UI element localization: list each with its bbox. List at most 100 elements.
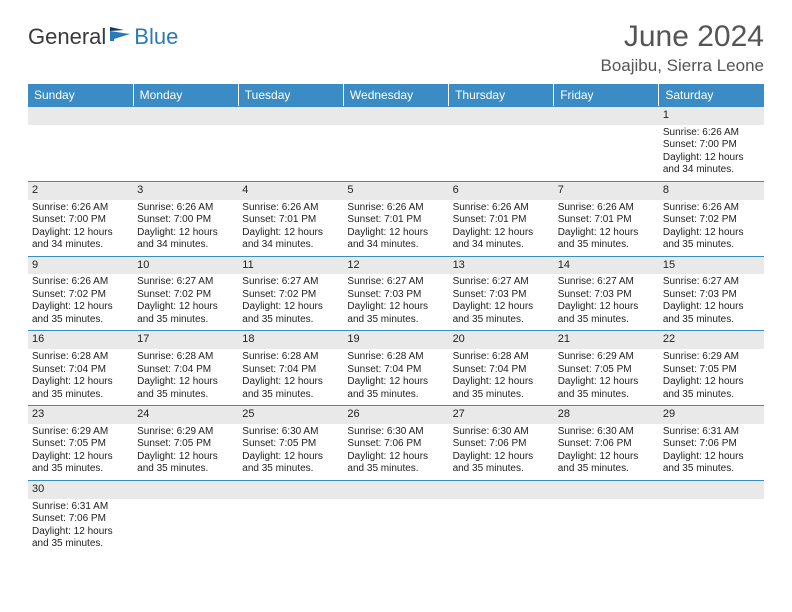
- day-cell: [343, 480, 448, 555]
- day-line: Daylight: 12 hours: [558, 227, 655, 240]
- day-body: Sunrise: 6:29 AMSunset: 7:05 PMDaylight:…: [554, 349, 659, 405]
- day-number: 25: [238, 405, 343, 424]
- day-line: Daylight: 12 hours: [242, 451, 339, 464]
- day-line: Daylight: 12 hours: [453, 227, 550, 240]
- day-cell: [659, 480, 764, 555]
- day-number: 5: [343, 181, 448, 200]
- day-number: 8: [659, 181, 764, 200]
- day-number: [133, 480, 238, 499]
- day-number: 28: [554, 405, 659, 424]
- day-line: Daylight: 12 hours: [137, 301, 234, 314]
- day-cell: [449, 480, 554, 555]
- day-body: [28, 125, 133, 131]
- day-cell: 7Sunrise: 6:26 AMSunset: 7:01 PMDaylight…: [554, 181, 659, 256]
- day-line: Sunrise: 6:28 AM: [32, 351, 129, 364]
- day-cell: 14Sunrise: 6:27 AMSunset: 7:03 PMDayligh…: [554, 256, 659, 331]
- day-line: and 35 minutes.: [663, 239, 760, 252]
- day-number: [449, 480, 554, 499]
- day-line: and 34 minutes.: [347, 239, 444, 252]
- day-cell: [133, 106, 238, 181]
- day-line: Daylight: 12 hours: [242, 376, 339, 389]
- day-number: 23: [28, 405, 133, 424]
- day-cell: 22Sunrise: 6:29 AMSunset: 7:05 PMDayligh…: [659, 330, 764, 405]
- day-cell: 17Sunrise: 6:28 AMSunset: 7:04 PMDayligh…: [133, 330, 238, 405]
- day-body: Sunrise: 6:29 AMSunset: 7:05 PMDaylight:…: [659, 349, 764, 405]
- weekday-header: Saturday: [659, 84, 764, 106]
- day-cell: 9Sunrise: 6:26 AMSunset: 7:02 PMDaylight…: [28, 256, 133, 331]
- day-body: [449, 125, 554, 131]
- day-line: Sunset: 7:06 PM: [453, 438, 550, 451]
- day-body: Sunrise: 6:28 AMSunset: 7:04 PMDaylight:…: [449, 349, 554, 405]
- day-body: Sunrise: 6:26 AMSunset: 7:01 PMDaylight:…: [449, 200, 554, 256]
- day-body: Sunrise: 6:28 AMSunset: 7:04 PMDaylight:…: [343, 349, 448, 405]
- day-body: Sunrise: 6:26 AMSunset: 7:01 PMDaylight:…: [343, 200, 448, 256]
- day-line: Sunrise: 6:31 AM: [663, 426, 760, 439]
- day-line: Sunrise: 6:27 AM: [242, 276, 339, 289]
- day-line: Sunrise: 6:26 AM: [137, 202, 234, 215]
- day-body: [449, 499, 554, 505]
- day-body: Sunrise: 6:26 AMSunset: 7:01 PMDaylight:…: [238, 200, 343, 256]
- day-cell: 3Sunrise: 6:26 AMSunset: 7:00 PMDaylight…: [133, 181, 238, 256]
- calendar-row: 16Sunrise: 6:28 AMSunset: 7:04 PMDayligh…: [28, 330, 764, 405]
- title-block: June 2024 Boajibu, Sierra Leone: [600, 20, 764, 76]
- day-body: Sunrise: 6:26 AMSunset: 7:00 PMDaylight:…: [28, 200, 133, 256]
- day-body: Sunrise: 6:26 AMSunset: 7:00 PMDaylight:…: [659, 125, 764, 181]
- day-body: Sunrise: 6:27 AMSunset: 7:02 PMDaylight:…: [238, 274, 343, 330]
- day-line: Sunset: 7:05 PM: [137, 438, 234, 451]
- day-line: Sunset: 7:00 PM: [32, 214, 129, 227]
- day-number: 16: [28, 330, 133, 349]
- day-cell: 18Sunrise: 6:28 AMSunset: 7:04 PMDayligh…: [238, 330, 343, 405]
- day-line: Daylight: 12 hours: [453, 451, 550, 464]
- day-body: Sunrise: 6:31 AMSunset: 7:06 PMDaylight:…: [28, 499, 133, 555]
- day-cell: 4Sunrise: 6:26 AMSunset: 7:01 PMDaylight…: [238, 181, 343, 256]
- day-number: 26: [343, 405, 448, 424]
- day-line: Sunrise: 6:27 AM: [137, 276, 234, 289]
- day-number: 3: [133, 181, 238, 200]
- day-number: 11: [238, 256, 343, 275]
- day-body: Sunrise: 6:26 AMSunset: 7:00 PMDaylight:…: [133, 200, 238, 256]
- day-line: and 35 minutes.: [558, 314, 655, 327]
- day-body: Sunrise: 6:30 AMSunset: 7:06 PMDaylight:…: [343, 424, 448, 480]
- day-number: [238, 480, 343, 499]
- day-body: Sunrise: 6:29 AMSunset: 7:05 PMDaylight:…: [28, 424, 133, 480]
- day-line: Sunset: 7:03 PM: [663, 289, 760, 302]
- day-line: Sunrise: 6:30 AM: [347, 426, 444, 439]
- header: General Blue June 2024 Boajibu, Sierra L…: [28, 20, 764, 76]
- day-line: Sunrise: 6:26 AM: [32, 202, 129, 215]
- day-line: Sunrise: 6:30 AM: [558, 426, 655, 439]
- day-cell: 20Sunrise: 6:28 AMSunset: 7:04 PMDayligh…: [449, 330, 554, 405]
- day-line: and 35 minutes.: [558, 239, 655, 252]
- day-line: Sunset: 7:05 PM: [558, 364, 655, 377]
- day-number: 29: [659, 405, 764, 424]
- day-line: and 35 minutes.: [137, 314, 234, 327]
- day-line: Sunset: 7:03 PM: [453, 289, 550, 302]
- day-body: Sunrise: 6:28 AMSunset: 7:04 PMDaylight:…: [133, 349, 238, 405]
- day-body: [554, 125, 659, 131]
- day-number: 20: [449, 330, 554, 349]
- day-cell: [133, 480, 238, 555]
- calendar-table: Sunday Monday Tuesday Wednesday Thursday…: [28, 84, 764, 555]
- weekday-header: Tuesday: [238, 84, 343, 106]
- day-number: 12: [343, 256, 448, 275]
- day-cell: 30Sunrise: 6:31 AMSunset: 7:06 PMDayligh…: [28, 480, 133, 555]
- day-line: Sunset: 7:02 PM: [663, 214, 760, 227]
- day-body: [659, 499, 764, 505]
- day-number: 27: [449, 405, 554, 424]
- day-line: and 35 minutes.: [242, 314, 339, 327]
- day-line: Sunset: 7:04 PM: [453, 364, 550, 377]
- day-line: and 35 minutes.: [32, 538, 129, 551]
- day-cell: 24Sunrise: 6:29 AMSunset: 7:05 PMDayligh…: [133, 405, 238, 480]
- day-body: Sunrise: 6:30 AMSunset: 7:05 PMDaylight:…: [238, 424, 343, 480]
- day-line: and 35 minutes.: [242, 389, 339, 402]
- day-line: Sunset: 7:04 PM: [347, 364, 444, 377]
- day-line: and 35 minutes.: [32, 463, 129, 476]
- day-line: Daylight: 12 hours: [242, 227, 339, 240]
- day-cell: 6Sunrise: 6:26 AMSunset: 7:01 PMDaylight…: [449, 181, 554, 256]
- day-cell: 16Sunrise: 6:28 AMSunset: 7:04 PMDayligh…: [28, 330, 133, 405]
- day-line: Daylight: 12 hours: [558, 451, 655, 464]
- day-cell: 21Sunrise: 6:29 AMSunset: 7:05 PMDayligh…: [554, 330, 659, 405]
- day-line: Sunset: 7:05 PM: [663, 364, 760, 377]
- day-line: Sunset: 7:00 PM: [663, 139, 760, 152]
- day-cell: 1Sunrise: 6:26 AMSunset: 7:00 PMDaylight…: [659, 106, 764, 181]
- day-cell: 29Sunrise: 6:31 AMSunset: 7:06 PMDayligh…: [659, 405, 764, 480]
